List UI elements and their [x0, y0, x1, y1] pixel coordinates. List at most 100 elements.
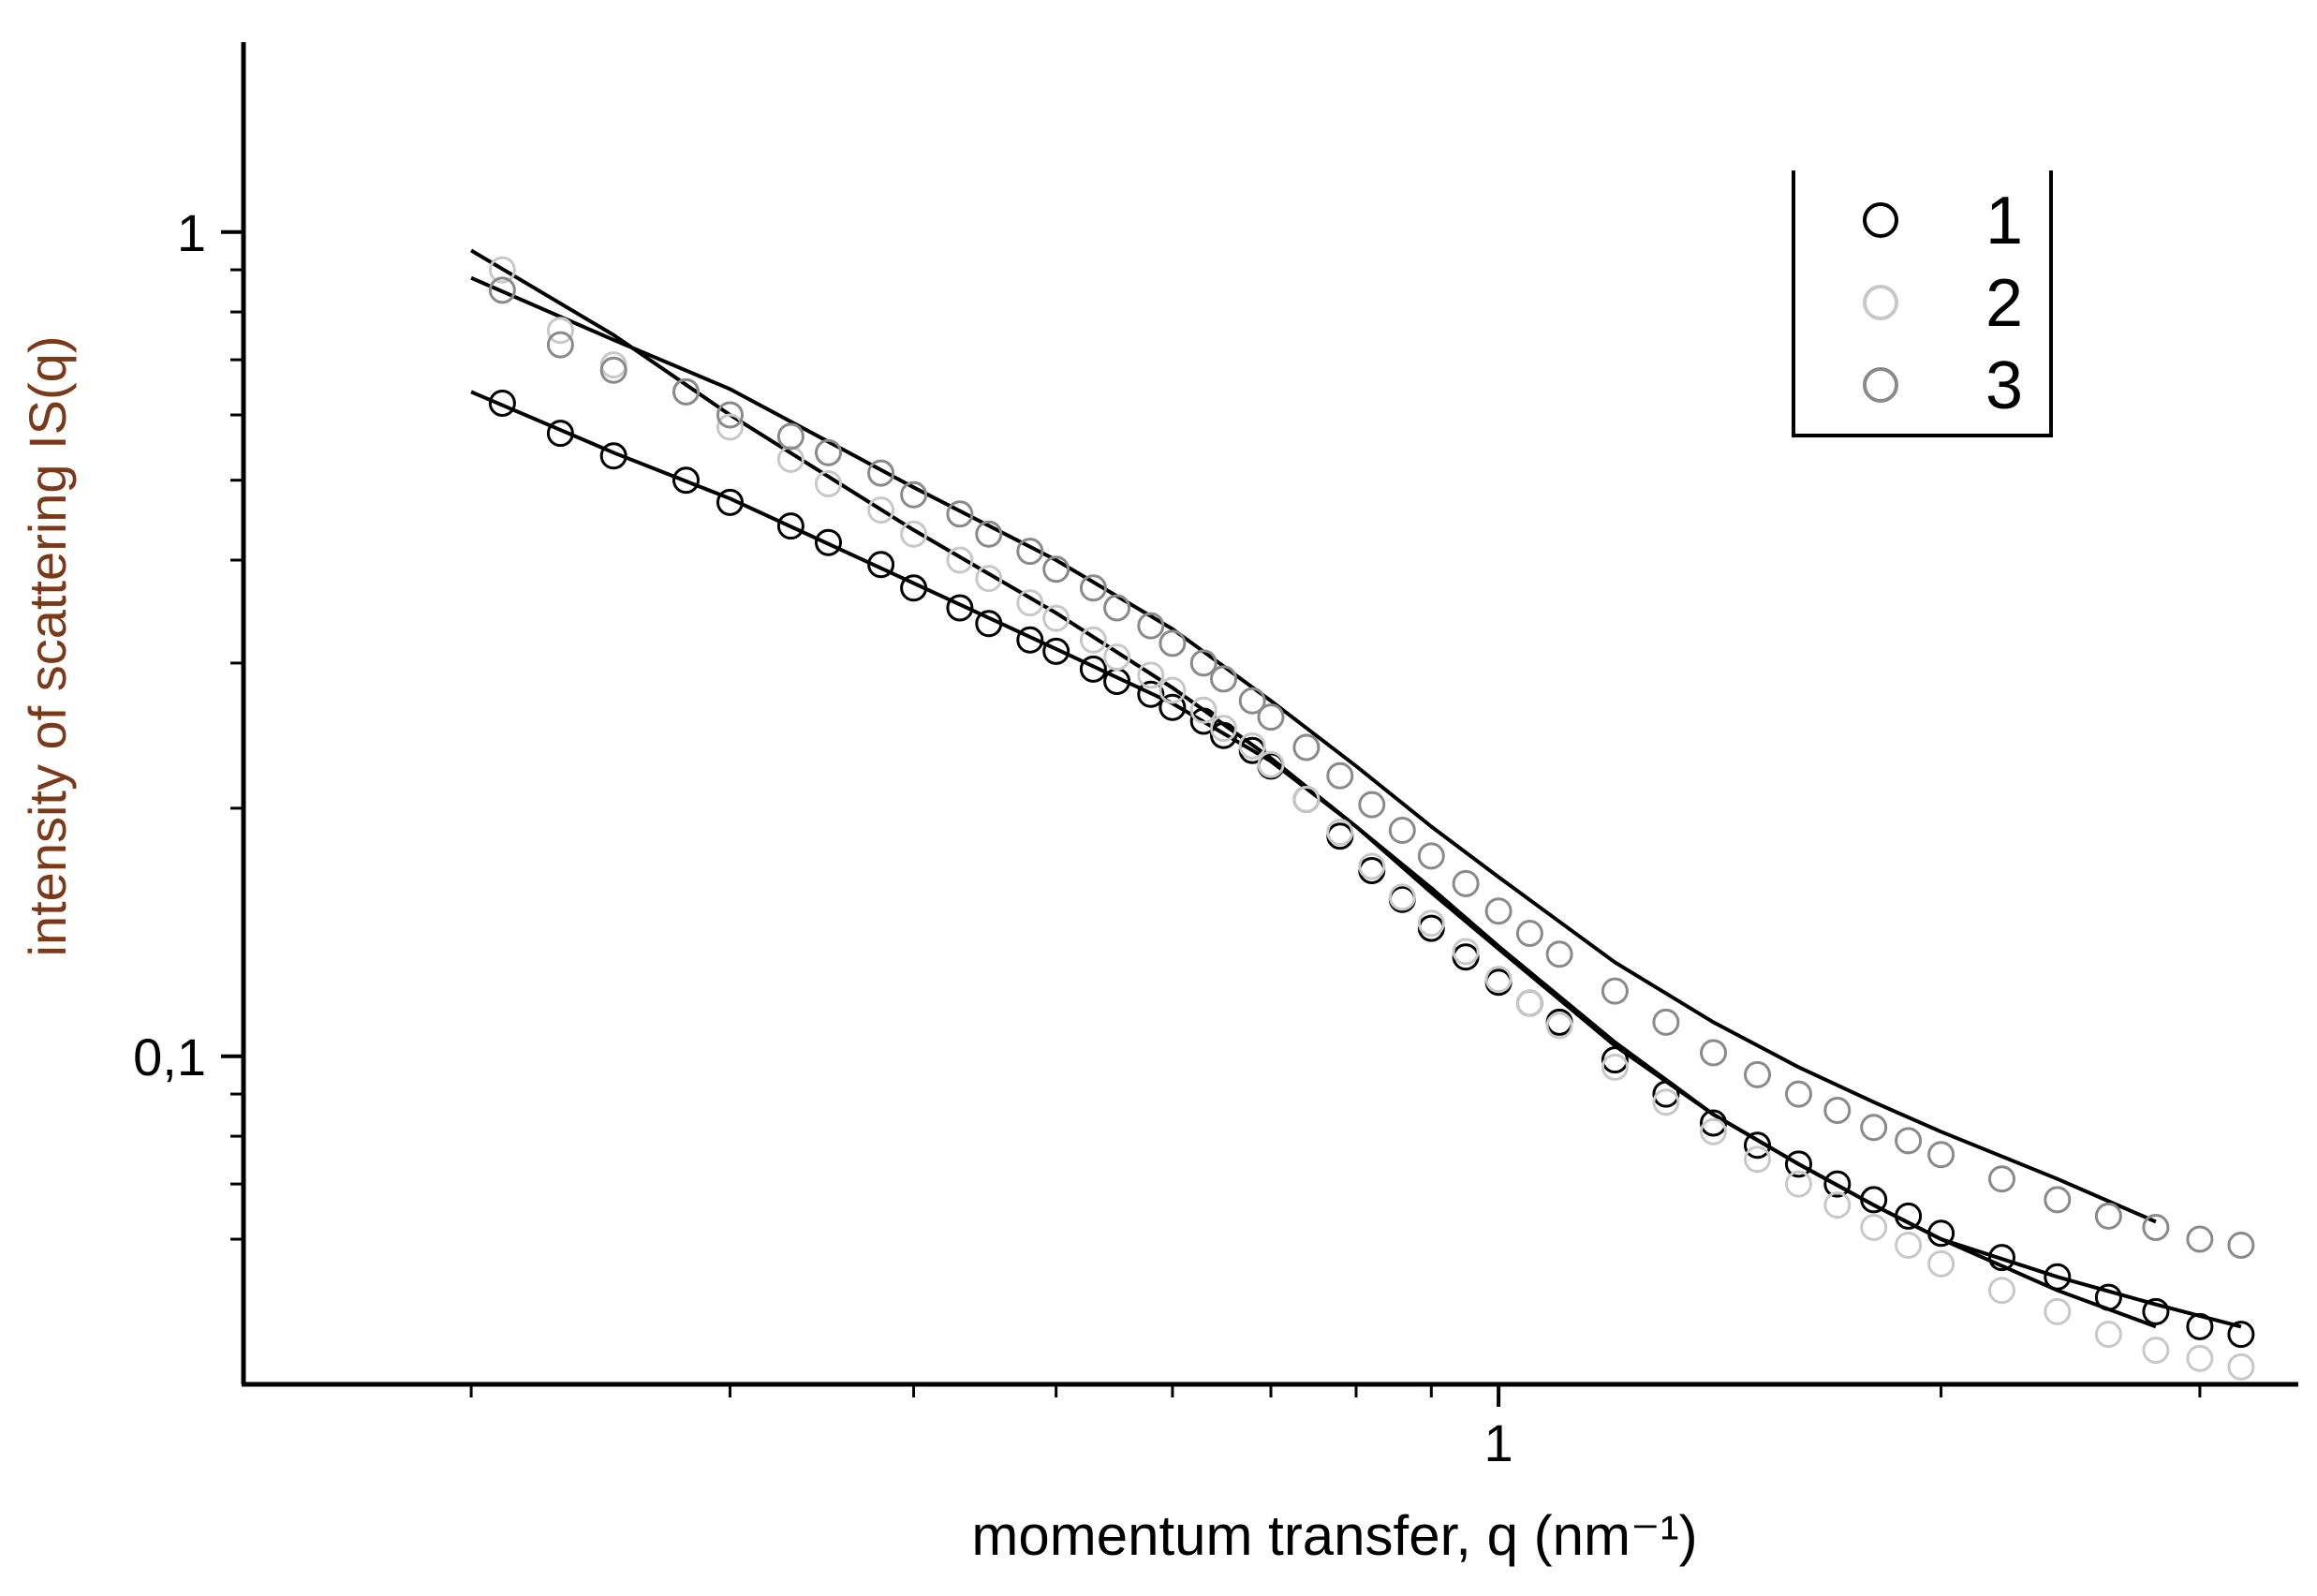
series-1-point [2142, 1297, 2170, 1325]
series-1-point [1988, 1244, 2015, 1272]
series-1-point [815, 528, 842, 556]
series-1-point [1700, 1109, 1727, 1137]
series-2-point [776, 445, 804, 473]
series-2-point [1700, 1117, 1727, 1145]
series-2-point [1358, 852, 1386, 880]
legend-frame [1792, 170, 2053, 437]
legend-marker-1 [1863, 202, 1898, 238]
series-3-point [546, 331, 574, 359]
series-2-point [1545, 1012, 1573, 1040]
series-2-point [1652, 1088, 1680, 1116]
legend-label-2: 2 [1985, 266, 2023, 341]
series-2-point [1042, 604, 1070, 632]
series-2-point [1417, 909, 1445, 938]
series-2-point [1860, 1214, 1888, 1241]
series-2-point [2094, 1321, 2122, 1349]
series-3-point [716, 401, 744, 429]
series-3-point [2044, 1186, 2072, 1214]
series-2-point [946, 546, 974, 574]
series-2-point [1452, 938, 1480, 966]
series-3-point [776, 422, 804, 451]
series-3-point [975, 520, 1003, 548]
series-2-point [1988, 1277, 2015, 1305]
series-3-point [1515, 920, 1543, 947]
series-3-point [1988, 1165, 2015, 1193]
series-2-point [1016, 589, 1044, 617]
series-1-point [1927, 1219, 1955, 1248]
series-3-point [1079, 574, 1107, 602]
series-2-point [1601, 1053, 1629, 1081]
series-1-point [716, 488, 744, 516]
series-3-point [946, 500, 974, 528]
series-3-point [1484, 897, 1513, 925]
series-2-point [1785, 1170, 1812, 1198]
series-2-point [2186, 1344, 2214, 1372]
series-2-point [1292, 786, 1321, 813]
series-2-point [1823, 1191, 1852, 1219]
series-2-point [1103, 643, 1131, 672]
series-3-point [1358, 791, 1386, 819]
series-2-point [1744, 1145, 1771, 1174]
series-3-point [1652, 1008, 1680, 1036]
series-1-point [1601, 1046, 1629, 1074]
series-3-point [1823, 1097, 1852, 1124]
series-1-point [776, 512, 804, 540]
series-2-point [1326, 819, 1354, 847]
series-2-point [716, 413, 744, 441]
legend-items: 123 [1863, 184, 2023, 423]
series-1-point [1189, 707, 1218, 735]
x-axis-title: momentum transfer, q (nm⁻¹) [971, 1504, 1697, 1567]
series-2-point [1895, 1232, 1923, 1259]
legend-marker-3 [1863, 367, 1898, 403]
data-points [488, 256, 2255, 1381]
series-2-point [1388, 883, 1416, 911]
series-3-point [1785, 1080, 1812, 1108]
series-3-point [1700, 1039, 1727, 1067]
series-3-point [2142, 1214, 2170, 1241]
series-3-point [1326, 761, 1354, 790]
series-1-point [546, 420, 574, 448]
series-3-point [1601, 977, 1629, 1005]
series-1-point [1785, 1150, 1812, 1178]
series-1-point [599, 442, 627, 470]
series-3-point [1103, 594, 1131, 622]
series-1-point [1823, 1170, 1852, 1198]
legend: 123 [1792, 170, 2053, 437]
series-3-point [1452, 869, 1480, 897]
y-tick-label: 0,1 [133, 1027, 206, 1086]
series-3-point [815, 438, 842, 466]
series-1-point [1158, 693, 1187, 721]
series-3-point [1016, 538, 1044, 566]
series-3-point [2094, 1202, 2122, 1230]
series-1-point [1744, 1131, 1771, 1160]
series-3-point [1860, 1114, 1888, 1142]
series-1-point [900, 574, 928, 602]
series-3-point [1417, 842, 1445, 870]
series-3-point [1895, 1127, 1923, 1155]
series-3-point [1042, 555, 1070, 584]
series-3-point [599, 356, 627, 384]
legend-marker-2 [1863, 285, 1898, 320]
series-3-point [1210, 665, 1237, 693]
series-3-point [2227, 1232, 2255, 1259]
series-3-point [672, 377, 700, 406]
series-1-point [1079, 655, 1107, 683]
series-3-point [1238, 687, 1266, 715]
series-1-point [2186, 1312, 2214, 1340]
series-2-point [900, 520, 928, 548]
series-1-point [1042, 637, 1070, 665]
series-2-point [1238, 732, 1266, 760]
series-2-point [2142, 1337, 2170, 1365]
series-2-point [2227, 1352, 2255, 1381]
y-tick-label: 1 [177, 203, 206, 262]
series-1-point [2227, 1321, 2255, 1349]
series-2-point [488, 256, 516, 284]
y-axis-title: intensity of scattering IS(q) [18, 336, 77, 957]
series-2-point [2044, 1297, 2072, 1325]
series-3-point [867, 459, 895, 487]
series-2-point [1484, 966, 1513, 994]
series-2-point [1257, 750, 1285, 778]
series-3-point [1545, 940, 1573, 968]
series-2-point [546, 317, 574, 345]
